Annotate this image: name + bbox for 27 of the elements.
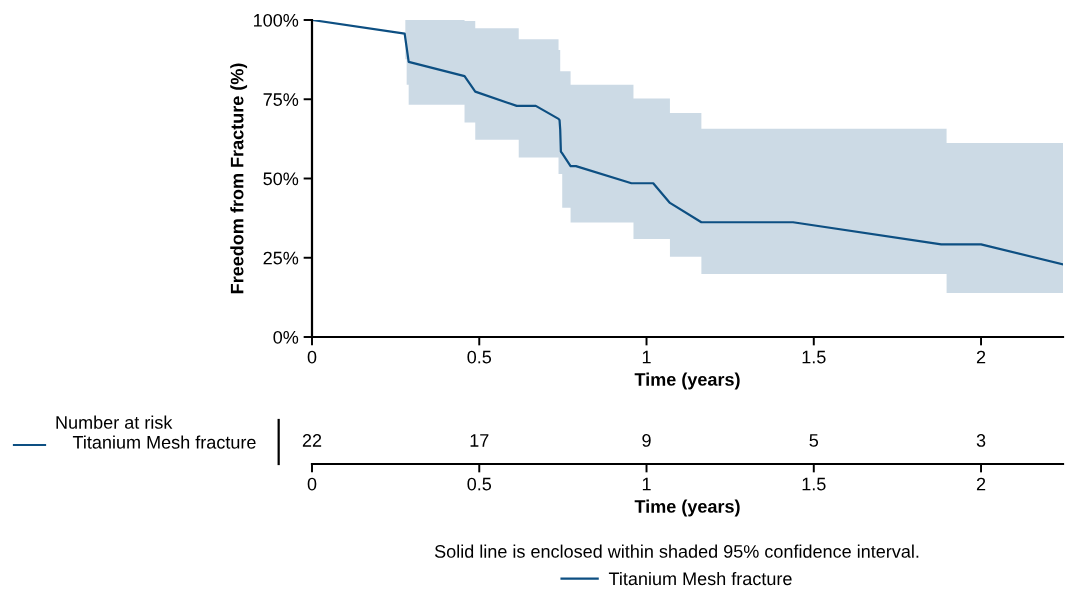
x-tick-label: 0.5	[467, 477, 492, 491]
data-label: 22	[302, 434, 322, 447]
x-tick-label: 1.5	[802, 350, 826, 364]
data-label: 9	[642, 434, 651, 447]
data-label: 5	[809, 434, 819, 447]
text: Number at risk	[56, 415, 173, 429]
x-tick-label: 0	[307, 477, 317, 491]
y-axis-title: Freedom from Fracture (%)	[230, 63, 248, 294]
y-tick-label: 50%	[263, 172, 299, 186]
y-tick-label: 100%	[254, 13, 299, 27]
x-tick-label: 1	[642, 350, 651, 364]
x-tick-label: 1.5	[802, 477, 826, 491]
x-tick-label: 2	[976, 477, 986, 491]
line-series	[312, 20, 1063, 266]
data-label: 17	[470, 434, 489, 447]
x-axis-title: Time (years)	[634, 372, 740, 390]
text: Solid line is enclosed within shaded 95% confidence interval.	[434, 544, 919, 558]
y-tick-label: 0%	[273, 330, 299, 344]
x-tick-label: 0	[307, 350, 317, 364]
y-tick-label: 75%	[263, 93, 299, 106]
data-label: 3	[976, 434, 986, 447]
y-tick-label: 25%	[263, 251, 299, 265]
legend-label: Titanium Mesh fracture	[608, 571, 792, 586]
x-axis-title: Time (years)	[634, 499, 740, 517]
x-tick-label: 2	[976, 350, 986, 364]
x-tick-label: 1	[642, 477, 651, 491]
x-tick-label: 0.5	[467, 350, 492, 364]
